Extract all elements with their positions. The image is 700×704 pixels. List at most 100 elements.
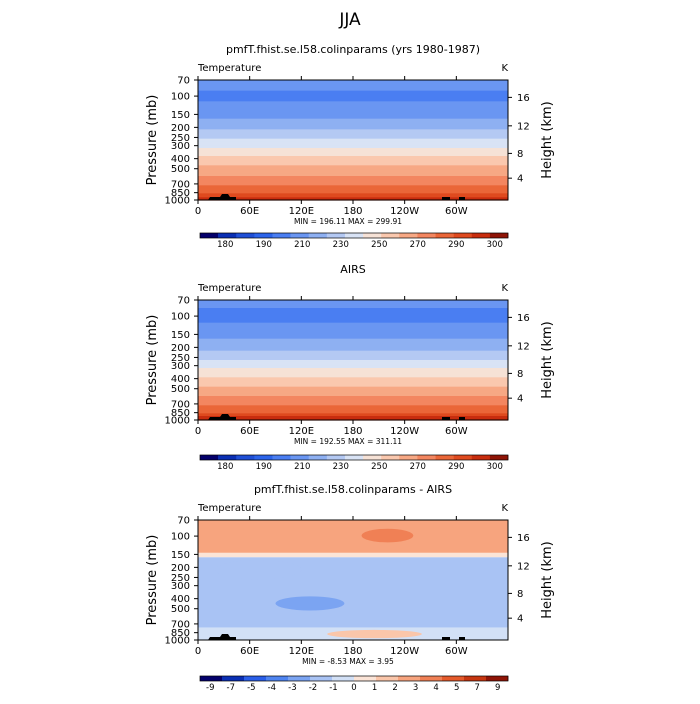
field-cell [198, 324, 508, 326]
field-cell [198, 386, 508, 389]
field-cell [198, 117, 508, 120]
field-cell [198, 329, 508, 332]
field-cell [198, 344, 508, 346]
colorbar-label: 300 [487, 462, 503, 472]
colorbar-label: -5 [247, 683, 255, 693]
colorbar-swatch [308, 455, 328, 460]
y-tick-label: 300 [171, 361, 190, 372]
field-cell [198, 180, 508, 182]
field-patch [249, 530, 298, 544]
field-cell [198, 406, 508, 409]
y-tick-label: 70 [177, 76, 190, 87]
x-tick-label: 60E [240, 206, 259, 217]
colorbar-label: 0 [351, 683, 356, 693]
y-tick-label: 400 [171, 154, 190, 165]
field-cell [198, 330, 508, 333]
colorbar-swatch [290, 233, 310, 238]
field-cell [198, 108, 508, 110]
field-cell [198, 353, 508, 356]
y-axis-label: Pressure (mb) [145, 535, 160, 626]
y-tick-label: 500 [171, 604, 190, 615]
panel-1: pmfT.fhist.se.l58.colinparams (yrs 1980-… [145, 43, 555, 250]
field-cell [198, 94, 508, 97]
colorbar-swatch [218, 233, 237, 238]
field-cell [198, 157, 508, 160]
field-cell [198, 314, 508, 317]
field-cell [198, 390, 508, 393]
field-cell [198, 405, 508, 408]
field-cell [198, 84, 508, 86]
colorbar-label: 9 [495, 683, 500, 693]
field-cell [198, 328, 508, 330]
y-tick-label: 100 [171, 92, 190, 103]
field-cell [198, 378, 508, 381]
field-patch [275, 596, 345, 611]
field-cell [198, 361, 508, 364]
field-cell [198, 410, 508, 413]
field-band [198, 552, 508, 558]
colorbar-swatch [453, 233, 473, 238]
field-patch [361, 528, 414, 543]
field-cell [198, 376, 508, 378]
colorbar-swatch [236, 233, 255, 238]
x-tick-label: 120W [390, 646, 419, 657]
field-cell [198, 340, 508, 342]
field-cell [198, 321, 508, 324]
field-cell [198, 113, 508, 116]
y-axis-label: Pressure (mb) [145, 315, 160, 406]
colorbar-label: -9 [206, 683, 214, 693]
field-cell [198, 338, 508, 341]
field-cell [198, 116, 508, 118]
y-tick-label: 700 [171, 179, 190, 190]
field-cell [198, 354, 508, 357]
colorbar-label: -4 [268, 683, 276, 693]
colorbar-swatch [308, 233, 328, 238]
y-axis-label-right: Height (km) [540, 321, 555, 398]
y-tick-label: 100 [171, 532, 190, 543]
colorbar-swatch [236, 455, 255, 460]
field-cell [198, 381, 508, 384]
field-cell [198, 306, 508, 309]
field-cell [198, 138, 508, 141]
x-tick-label: 60W [445, 206, 468, 217]
colorbar-swatch [442, 676, 465, 681]
colorbar-swatch [344, 455, 364, 460]
field-cell [198, 144, 508, 146]
page-title: JJA [338, 10, 361, 30]
y-right-tick-label: 16 [517, 93, 530, 104]
field-cell [198, 125, 508, 128]
colorbar-label: 180 [217, 240, 233, 250]
field-cell [198, 98, 508, 101]
panel-title: AIRS [340, 263, 365, 276]
colorbar-swatch [254, 233, 273, 238]
colorbar-swatch [417, 455, 436, 460]
field-cell [198, 193, 508, 196]
topography-mask [442, 197, 450, 200]
y-tick-label: 850 [171, 628, 190, 639]
field-cell [198, 366, 508, 369]
field [198, 80, 508, 201]
topography-mask [208, 414, 236, 420]
field-cell [198, 184, 508, 186]
y-tick-label: 250 [171, 353, 190, 364]
field-cell [198, 368, 508, 370]
field-cell [198, 86, 508, 89]
colorbar-label: 180 [217, 462, 233, 472]
field-cell [198, 414, 508, 417]
field-cell [198, 177, 508, 180]
y-tick-label: 1000 [165, 416, 190, 427]
field-cell [198, 394, 508, 397]
field-cell [198, 156, 508, 158]
field-cell [198, 88, 508, 90]
panel-3: pmfT.fhist.se.l58.colinparams - AIRS Temp… [145, 483, 555, 693]
field-cell [198, 170, 508, 173]
field-cell [198, 362, 508, 365]
field-cell [198, 166, 508, 169]
field-cell [198, 349, 508, 352]
field-cell [198, 121, 508, 124]
x-tick-label: 180 [343, 426, 362, 437]
field-cell [198, 164, 508, 166]
field-cell [198, 161, 508, 164]
x-tick-label: 120E [289, 646, 314, 657]
field-cell [198, 342, 508, 345]
